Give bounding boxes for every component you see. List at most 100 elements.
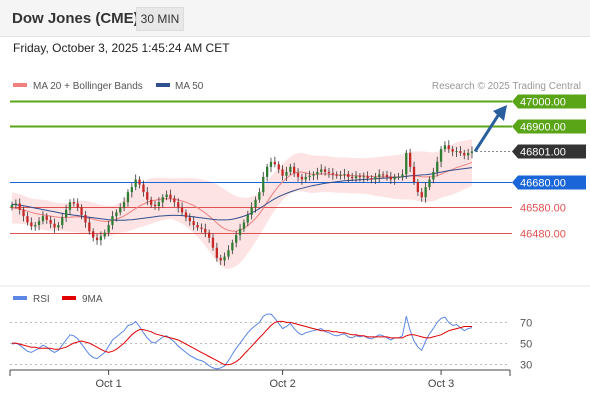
candle: [451, 146, 454, 157]
candle: [22, 206, 25, 222]
projection-arrow-shaft: [473, 113, 501, 153]
rsi-tick-30: 30: [520, 360, 532, 372]
candle: [76, 198, 79, 212]
candle: [424, 182, 427, 203]
candle: [285, 166, 288, 181]
candle: [223, 252, 226, 266]
candle: [293, 162, 296, 177]
candle: [254, 196, 257, 213]
candle: [412, 161, 416, 186]
candle: [196, 221, 199, 231]
level-tag-47000.00: [512, 94, 586, 109]
candle: [312, 171, 315, 181]
rsi-ma-legend-label: 9MA: [82, 294, 103, 305]
candle: [72, 198, 75, 207]
candle: [401, 169, 404, 181]
candle: [300, 173, 304, 185]
rsi-tick-labels: 70 50 30: [520, 318, 532, 372]
candle: [393, 173, 396, 185]
candle: [470, 146, 474, 159]
candle: [95, 233, 99, 245]
rsi-tick-70: 70: [520, 318, 532, 330]
candle: [157, 197, 160, 211]
rsi-legend-swatch: [13, 296, 27, 300]
candle: [242, 219, 246, 232]
candle: [436, 156, 439, 177]
ma50-legend-swatch: [156, 83, 170, 87]
candle: [258, 188, 261, 203]
candle: [381, 171, 385, 178]
candles: [10, 140, 474, 266]
ma20-legend-swatch: [13, 83, 27, 87]
candle: [57, 221, 60, 231]
rsi-lines: [11, 313, 473, 370]
candle: [122, 197, 126, 212]
candle: [385, 170, 389, 181]
level-tag-46801.00: [512, 144, 586, 159]
candle: [235, 231, 238, 248]
candle: [358, 173, 361, 182]
instrument-title: Dow Jones (CME): [12, 10, 139, 27]
candle: [65, 204, 68, 222]
ma20-legend-label: MA 20 + Bollinger Bands: [33, 81, 143, 92]
level-label-46580.00: 46580.00: [520, 203, 566, 215]
candle: [37, 217, 41, 231]
candle: [463, 149, 466, 160]
candle: [80, 204, 83, 220]
candle: [443, 141, 447, 153]
candle: [204, 223, 207, 238]
level-label-47000.00: 47000.00: [520, 97, 566, 109]
candle: [238, 223, 242, 241]
timeframe-button[interactable]: 30 MIN: [136, 7, 184, 31]
candle: [169, 189, 172, 203]
candle: [459, 146, 462, 156]
candle: [103, 229, 106, 240]
candle: [335, 171, 338, 179]
candle: [68, 199, 72, 216]
level-label-46680.00: 46680.00: [520, 178, 566, 190]
candle: [397, 172, 400, 180]
candle: [320, 164, 323, 175]
candle: [161, 194, 164, 208]
candle: [362, 172, 365, 183]
candle: [173, 195, 176, 207]
candle: [10, 201, 14, 211]
candle: [281, 165, 284, 181]
rsi-legend-label: RSI: [33, 294, 50, 305]
candle: [208, 229, 211, 243]
candle: [188, 213, 191, 226]
candle: [61, 213, 64, 229]
source-credit: Research © 2025 Trading Central: [432, 81, 581, 92]
candle: [200, 223, 203, 233]
candle: [296, 168, 300, 182]
candle: [269, 157, 273, 173]
bollinger-band: [12, 139, 472, 269]
time-tick-label: Oct 1: [95, 378, 121, 390]
candle: [45, 213, 48, 224]
projection-arrow: [473, 105, 507, 153]
candle: [115, 209, 118, 222]
candle: [439, 146, 443, 168]
candle: [366, 171, 369, 182]
time-tick-label: Oct 3: [428, 378, 454, 390]
candle: [138, 176, 141, 189]
time-axis-ticks: Oct 1 Oct 2 Oct 3: [95, 370, 454, 390]
candle: [146, 187, 149, 206]
candle: [378, 169, 381, 183]
candle: [130, 183, 133, 198]
rsi-ma-line: [12, 320, 472, 366]
candle: [126, 189, 130, 207]
ma50-legend-label: MA 50: [175, 81, 204, 92]
level-tag-46900.00: [512, 119, 586, 134]
candle: [18, 198, 21, 215]
candle: [92, 228, 95, 242]
candle: [273, 156, 276, 168]
candle: [165, 190, 168, 201]
level-label-46801.00: 46801.00: [520, 147, 566, 159]
header-bar: Dow Jones (CME) 30 MIN: [0, 0, 590, 37]
candle: [246, 210, 249, 227]
rsi-tick-50: 50: [520, 339, 532, 351]
candle: [250, 202, 253, 220]
candle: [119, 203, 122, 216]
